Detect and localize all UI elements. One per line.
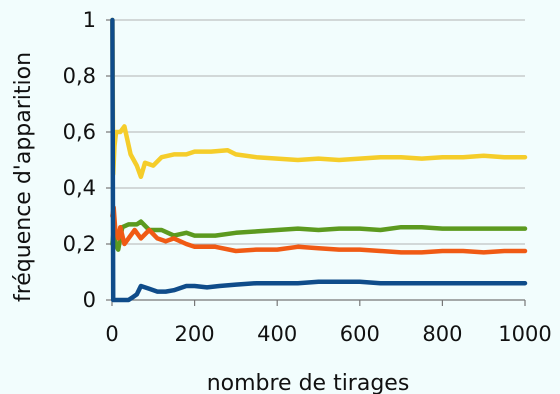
x-tick-label: 200 — [175, 322, 215, 346]
series-line-1 — [110, 17, 528, 180]
series-line-2 — [110, 219, 528, 252]
y-tick-label: 1 — [83, 8, 96, 32]
x-tick-label: 1000 — [498, 322, 551, 346]
y-tick-labels: 0 0,2 0,4 0,6 0,8 1 — [63, 8, 112, 312]
series-lines — [110, 17, 528, 303]
series-line-3 — [110, 205, 528, 255]
x-tick-labels: 0 200 400 600 800 1000 — [105, 300, 552, 346]
x-tick-label: 0 — [105, 322, 118, 346]
y-tick-label: 0 — [83, 288, 96, 312]
y-tick-label: 0,2 — [63, 232, 96, 256]
x-tick-label: 800 — [422, 322, 462, 346]
y-tick-label: 0,8 — [63, 64, 96, 88]
x-tick-label: 400 — [257, 322, 297, 346]
y-axis-label: fréquence d'apparition — [11, 52, 36, 302]
y-tick-label: 0,4 — [63, 176, 96, 200]
x-tick-label: 600 — [340, 322, 380, 346]
grid-lines — [112, 19, 525, 245]
series-line-4 — [110, 17, 528, 303]
y-tick-label: 0,6 — [63, 120, 96, 144]
x-axis-label: nombre de tirages — [207, 371, 410, 394]
